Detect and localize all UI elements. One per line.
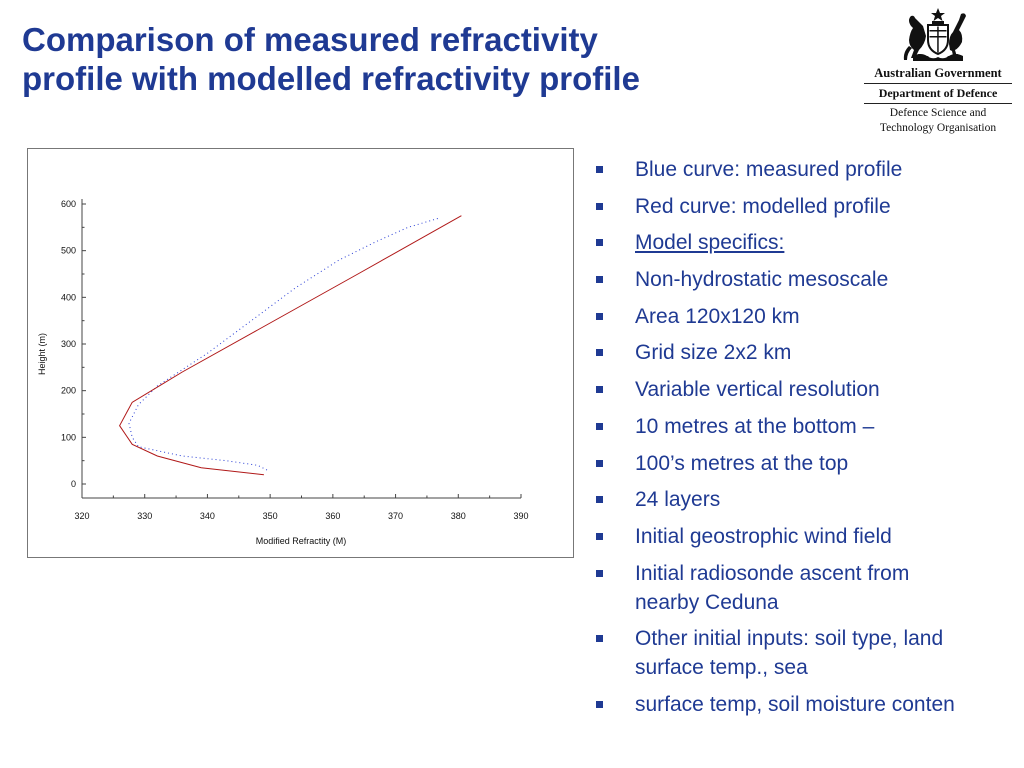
x-tick-label: 330 [137, 511, 152, 521]
logo-line-department: Department of Defence [878, 86, 998, 100]
page-title: Comparison of measured refractivity prof… [22, 20, 822, 98]
square-bullet-icon [596, 312, 603, 320]
bullet-text: Other initial inputs: soil type, land su… [635, 627, 944, 680]
y-tick-label: 200 [61, 386, 76, 396]
government-logo: Australian Government Department of Defe… [858, 6, 1018, 142]
bullet-text: Area 120x120 km [635, 304, 800, 328]
logo-line-dsto-1: Defence Science and [889, 107, 987, 119]
square-bullet-icon [596, 459, 603, 467]
bullet-text: 100’s metres at the top [635, 451, 849, 475]
bullet-text: Initial geostrophic wind field [635, 524, 892, 548]
square-bullet-icon [596, 700, 603, 708]
bullet-text: Variable vertical resolution [635, 378, 880, 402]
square-bullet-icon [596, 422, 603, 430]
x-tick-label: 340 [200, 511, 215, 521]
y-tick-label: 400 [61, 292, 76, 302]
x-axis-label: Modified Refractity (M) [256, 536, 347, 546]
x-tick-label: 360 [325, 511, 340, 521]
bullet-text: 24 layers [635, 488, 721, 512]
y-axis-label: Height (m) [37, 333, 47, 375]
bullet-item: Model specifics: [594, 228, 1024, 257]
x-tick-label: 370 [388, 511, 403, 521]
bullet-text: 10 metres at the bottom – [635, 414, 875, 438]
logo-line-government: Australian Government [874, 66, 1002, 80]
square-bullet-icon [596, 239, 603, 247]
square-bullet-icon [596, 496, 603, 504]
square-bullet-icon [596, 569, 603, 577]
y-tick-label: 300 [61, 339, 76, 349]
square-bullet-icon [596, 202, 603, 210]
refractivity-chart: 0 100 200 300 400 500 600 320 330 340 350 360 370 380… [27, 148, 574, 558]
bullet-item: Variable vertical resolution [594, 375, 1024, 404]
bullet-item: Non-hydrostatic mesoscale [594, 265, 1024, 294]
y-tick-label: 600 [61, 199, 76, 209]
y-tick-label: 500 [61, 246, 76, 256]
bullet-item: Initial geostrophic wind field [594, 522, 1024, 551]
bullet-text: Model specifics: [635, 231, 785, 255]
bullet-text: Blue curve: measured profile [635, 158, 903, 181]
measured-profile-line [128, 217, 440, 471]
bullet-text: surface temp, soil moisture conten [635, 692, 955, 716]
logo-line-dsto-2: Technology Organisation [879, 122, 997, 134]
square-bullet-icon [596, 635, 603, 643]
bullet-item: 100’s metres at the top [594, 449, 1024, 478]
bullet-item: surface temp, soil moisture conten [594, 690, 1024, 719]
x-tick-label: 320 [74, 511, 89, 521]
title-line-1: Comparison of measured refractivity [22, 21, 598, 58]
square-bullet-icon [596, 386, 603, 394]
y-tick-label: 0 [71, 479, 76, 489]
bullet-item: 24 layers [594, 485, 1024, 514]
bullet-item: Red curve: modelled profile [594, 192, 1024, 221]
x-tick-label: 350 [263, 511, 278, 521]
square-bullet-icon [596, 166, 603, 173]
bullet-item: Other initial inputs: soil type, land su… [594, 624, 1024, 682]
bullet-text: Grid size 2x2 km [635, 341, 792, 365]
bullet-text: Non-hydrostatic mesoscale [635, 268, 889, 292]
bullet-item: Area 120x120 km [594, 302, 1024, 331]
square-bullet-icon [596, 276, 603, 284]
x-tick-label: 380 [451, 511, 466, 521]
square-bullet-icon [596, 532, 603, 540]
bullet-text: Red curve: modelled profile [635, 194, 891, 218]
bullet-list: Blue curve: measured profile Red curve: m… [594, 155, 1024, 727]
title-line-2: profile with modelled refractivity profi… [22, 60, 640, 97]
logo-divider [864, 103, 1012, 104]
bullet-item: Grid size 2x2 km [594, 338, 1024, 367]
bullet-text: Initial radiosonde ascent from nearby Ce… [635, 561, 910, 614]
bullet-item: Initial radiosonde ascent from nearby Ce… [594, 559, 1024, 617]
bullet-item: Blue curve: measured profile [594, 155, 1024, 184]
x-tick-label: 390 [513, 511, 528, 521]
coat-of-arms-icon [903, 8, 966, 61]
bullet-item: 10 metres at the bottom – [594, 412, 1024, 441]
y-tick-label: 100 [61, 432, 76, 442]
chart-canvas: 0 100 200 300 400 500 600 320 330 340 350 360 370 380… [37, 199, 529, 546]
modelled-profile-line [119, 215, 462, 476]
square-bullet-icon [596, 349, 603, 357]
logo-divider [864, 83, 1012, 84]
